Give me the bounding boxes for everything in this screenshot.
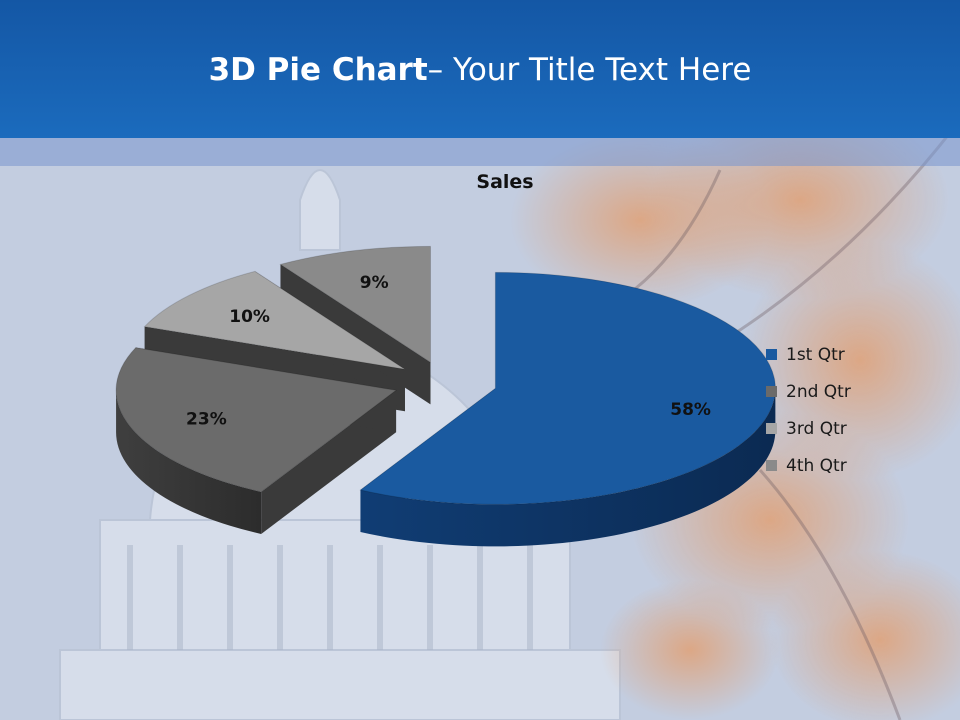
slice-2nd-qtr xyxy=(115,347,398,493)
chart-legend: 1st Qtr 2nd Qtr 3rd Qtr 4th Qtr xyxy=(766,336,851,484)
slice-4th-qtr xyxy=(279,245,431,364)
chart-title: Sales xyxy=(476,171,533,193)
title-bar xyxy=(0,0,960,138)
legend-label: 2nd Qtr xyxy=(786,381,851,402)
legend-label: 1st Qtr xyxy=(786,344,845,365)
legend-item-4th-qtr: 4th Qtr xyxy=(766,447,851,484)
autumn-foliage xyxy=(510,100,960,720)
title-strip xyxy=(0,138,960,166)
legend-swatch xyxy=(766,423,777,434)
legend-label: 4th Qtr xyxy=(786,455,847,476)
slice-side-4th-qtr xyxy=(280,264,431,405)
slide-title: 3D Pie Chart– Your Title Text Here xyxy=(0,50,960,90)
pie-slices xyxy=(115,245,776,547)
legend-swatch xyxy=(766,386,777,397)
slice-3rd-qtr xyxy=(143,270,406,370)
data-label-3rd-qtr: 10% xyxy=(229,307,270,327)
legend-item-2nd-qtr: 2nd Qtr xyxy=(766,373,851,410)
pie-data-labels: 58% 23% 10% 9% xyxy=(186,273,711,429)
legend-swatch xyxy=(766,349,777,360)
legend-item-1st-qtr: 1st Qtr xyxy=(766,336,851,373)
slide-title-bold: 3D Pie Chart xyxy=(208,52,428,88)
slide-title-rest: – Your Title Text Here xyxy=(427,52,752,88)
data-label-4th-qtr: 9% xyxy=(360,273,389,293)
slice-1st-qtr xyxy=(359,271,776,505)
data-label-1st-qtr: 58% xyxy=(670,400,711,420)
legend-item-3rd-qtr: 3rd Qtr xyxy=(766,410,851,447)
legend-label: 3rd Qtr xyxy=(786,418,847,439)
data-label-2nd-qtr: 23% xyxy=(186,410,227,430)
legend-swatch xyxy=(766,460,777,471)
capitol-columns xyxy=(127,545,533,650)
